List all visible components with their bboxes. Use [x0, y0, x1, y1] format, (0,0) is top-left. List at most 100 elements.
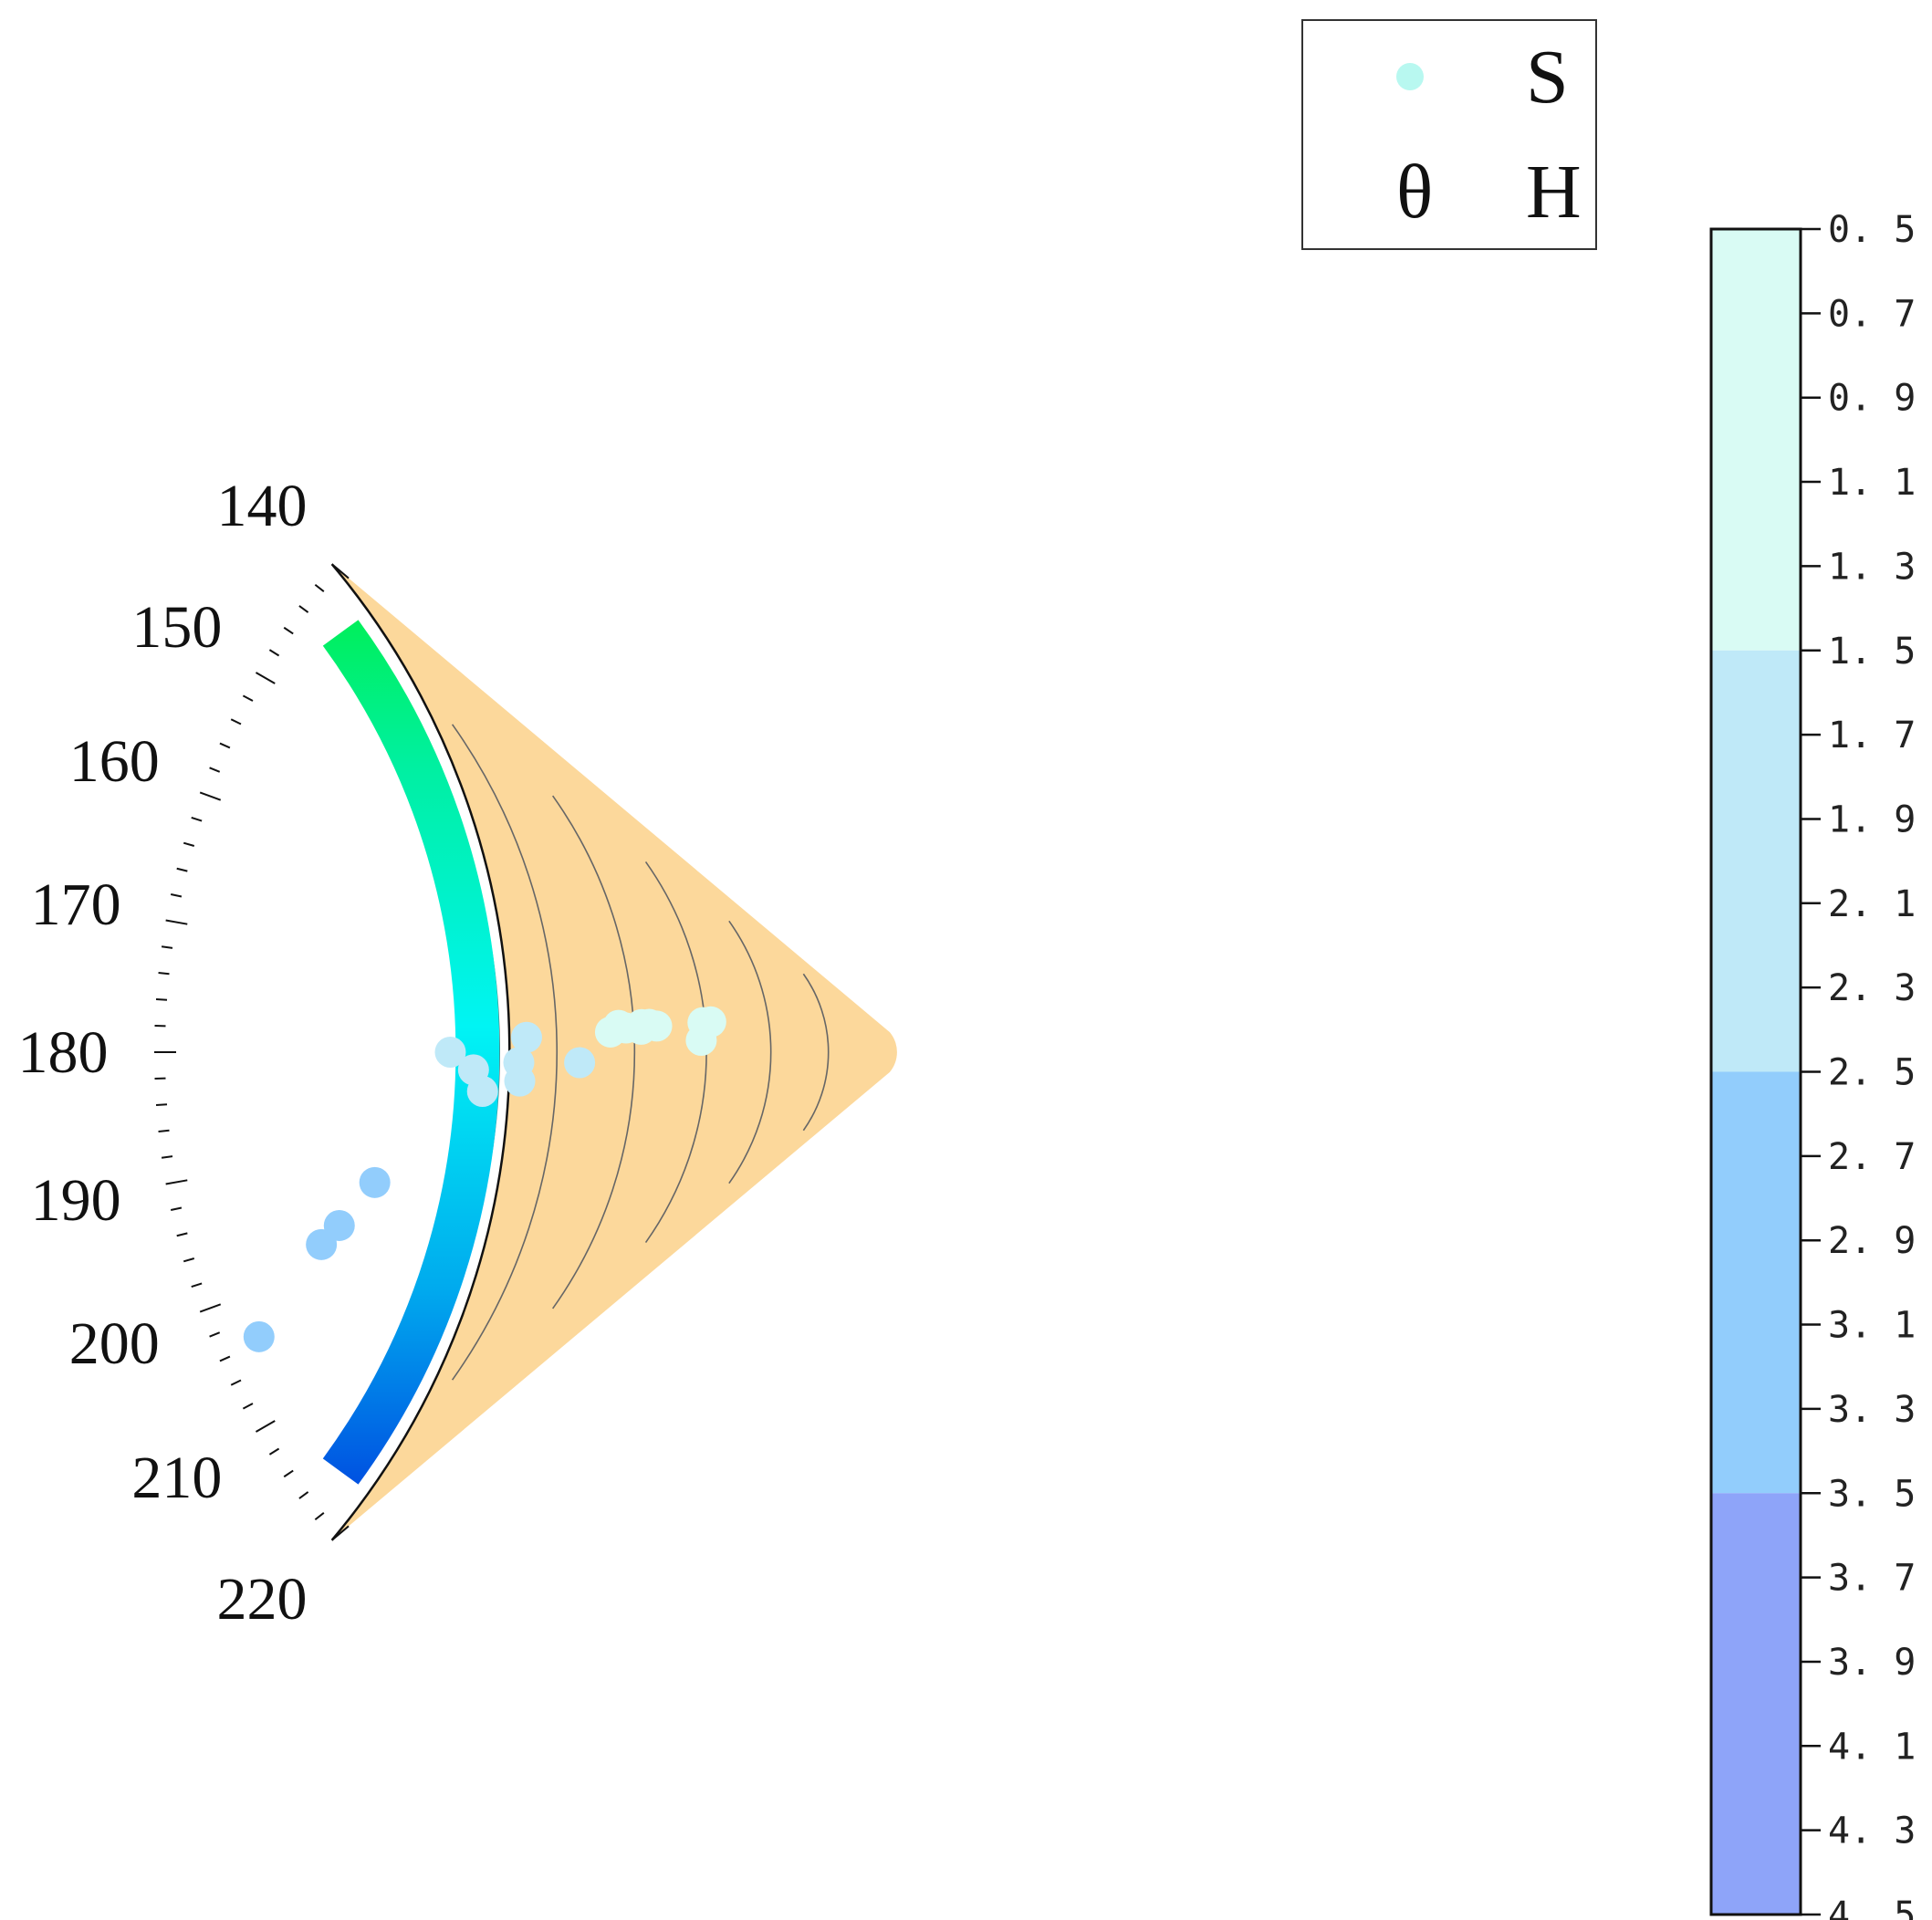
colorbar-tick-label: 3. 5 — [1828, 1473, 1916, 1515]
minor-tick — [242, 1403, 254, 1410]
angular-tick-label: 200 — [69, 1310, 160, 1377]
colorbar-tick-label: 1. 1 — [1828, 462, 1916, 504]
colorbar-tick-label: 1. 7 — [1828, 715, 1916, 757]
colorbar-tick-label: 1. 3 — [1828, 546, 1916, 588]
colorbar-band-0 — [1711, 229, 1801, 651]
angular-tick-label: 190 — [31, 1167, 121, 1234]
grid-arc-0 — [802, 973, 830, 1132]
data-point — [594, 1016, 626, 1048]
grid-arc-1 — [728, 920, 772, 1184]
major-tick — [199, 1303, 222, 1313]
minor-tick — [219, 742, 231, 749]
data-points — [243, 1006, 726, 1352]
minor-tick — [314, 1512, 325, 1521]
minor-tick — [158, 1129, 170, 1132]
colorbar-band-3 — [1711, 1493, 1801, 1915]
data-point — [504, 1065, 536, 1097]
legend-label-h: H — [1526, 150, 1582, 235]
legend-box — [1301, 19, 1597, 250]
minor-tick — [155, 997, 168, 1001]
colorbar-tick-label: 3. 1 — [1828, 1305, 1916, 1347]
colorbar-tick-label: 2. 1 — [1828, 883, 1916, 925]
minor-tick — [176, 1232, 188, 1237]
gradient-arc — [322, 620, 500, 1485]
legend-marker-s — [1396, 63, 1424, 90]
minor-tick — [191, 1282, 203, 1289]
colorbar-tick-label: 4. 5 — [1828, 1894, 1916, 1920]
sector-fill — [331, 564, 897, 1540]
angular-tick-label: 150 — [131, 594, 222, 661]
minor-tick — [209, 1331, 221, 1338]
colorbar-tick-label: 1. 5 — [1828, 631, 1916, 673]
data-point — [564, 1047, 596, 1079]
colorbar: 0. 5 0. 7 0. 9 1. 1 1. 3 1. 5 1. 7 1. 9 2. 1 2. 3… — [1709, 209, 1916, 1920]
angular-axis: 140 150 160 170 180 190 200 210 220 — [18, 473, 511, 1633]
minor-tick — [209, 767, 221, 773]
colorbar-tick-label: 3. 3 — [1828, 1389, 1916, 1431]
colorbar-tick-label: 2. 9 — [1828, 1220, 1916, 1262]
sector-background — [331, 564, 897, 1540]
colorbar-tick-label: 0. 7 — [1828, 293, 1916, 335]
angular-tick-label: 210 — [131, 1445, 222, 1511]
colorbar-band-1 — [1711, 650, 1801, 1072]
angular-tick-label: 140 — [217, 473, 308, 539]
data-point — [434, 1037, 466, 1068]
minor-tick — [268, 649, 280, 657]
colorbar-tick-label: 2. 3 — [1828, 967, 1916, 1009]
minor-tick — [283, 1469, 294, 1478]
minor-tick — [191, 816, 203, 822]
angular-tick-label: 220 — [217, 1566, 308, 1633]
colorbar-tick-label: 2. 7 — [1828, 1136, 1916, 1178]
minor-tick — [155, 1103, 168, 1107]
data-point — [306, 1228, 338, 1260]
major-tick — [331, 1525, 350, 1541]
minor-tick — [161, 945, 173, 949]
legend: S θ H — [1301, 19, 1597, 250]
grid-arc-3 — [552, 795, 636, 1310]
major-tick — [199, 791, 222, 801]
data-point — [510, 1021, 542, 1053]
grid-arc-4 — [451, 724, 558, 1381]
minor-tick — [298, 605, 309, 613]
minor-tick — [283, 626, 294, 635]
colorbar-band-2 — [1711, 1071, 1801, 1494]
major-tick — [255, 1420, 276, 1433]
colorbar-tick-label: 4. 1 — [1828, 1726, 1916, 1768]
colorbar-tick-label: 3. 9 — [1828, 1642, 1916, 1684]
colorbar-tick-label: 1. 9 — [1828, 798, 1916, 840]
major-tick — [255, 672, 276, 684]
minor-tick — [170, 1206, 183, 1211]
minor-tick — [183, 1257, 195, 1263]
minor-tick — [219, 1355, 231, 1362]
angular-tick-label: 180 — [18, 1019, 109, 1086]
colorbar-tick-label: 3. 7 — [1828, 1558, 1916, 1600]
minor-tick — [161, 1155, 173, 1159]
minor-tick — [170, 893, 183, 898]
colorbar-tick-label: 2. 5 — [1828, 1052, 1916, 1094]
legend-label-s: S — [1526, 35, 1569, 120]
legend-symbol-theta: θ — [1396, 150, 1433, 235]
angular-tick-label: 170 — [31, 871, 121, 938]
major-tick — [165, 919, 188, 925]
data-point — [359, 1166, 391, 1198]
minor-tick — [314, 583, 325, 592]
data-point — [243, 1320, 275, 1352]
colorbar-tick-label: 0. 5 — [1828, 209, 1916, 251]
angular-tick-label: 160 — [69, 728, 160, 795]
minor-tick — [230, 1379, 242, 1386]
minor-tick — [298, 1491, 309, 1499]
gradient-arc-band — [322, 620, 500, 1485]
major-tick — [331, 563, 350, 579]
minor-tick — [230, 718, 242, 725]
minor-tick — [268, 1447, 280, 1456]
minor-tick — [242, 694, 254, 702]
colorbar-tick-label: 0. 9 — [1828, 378, 1916, 420]
major-tick — [165, 1179, 188, 1185]
minor-tick — [176, 867, 188, 872]
data-point — [685, 1024, 717, 1056]
data-point — [466, 1075, 498, 1107]
colorbar-tick-label: 4. 3 — [1828, 1810, 1916, 1852]
minor-tick — [183, 841, 195, 847]
minor-tick — [158, 972, 170, 976]
